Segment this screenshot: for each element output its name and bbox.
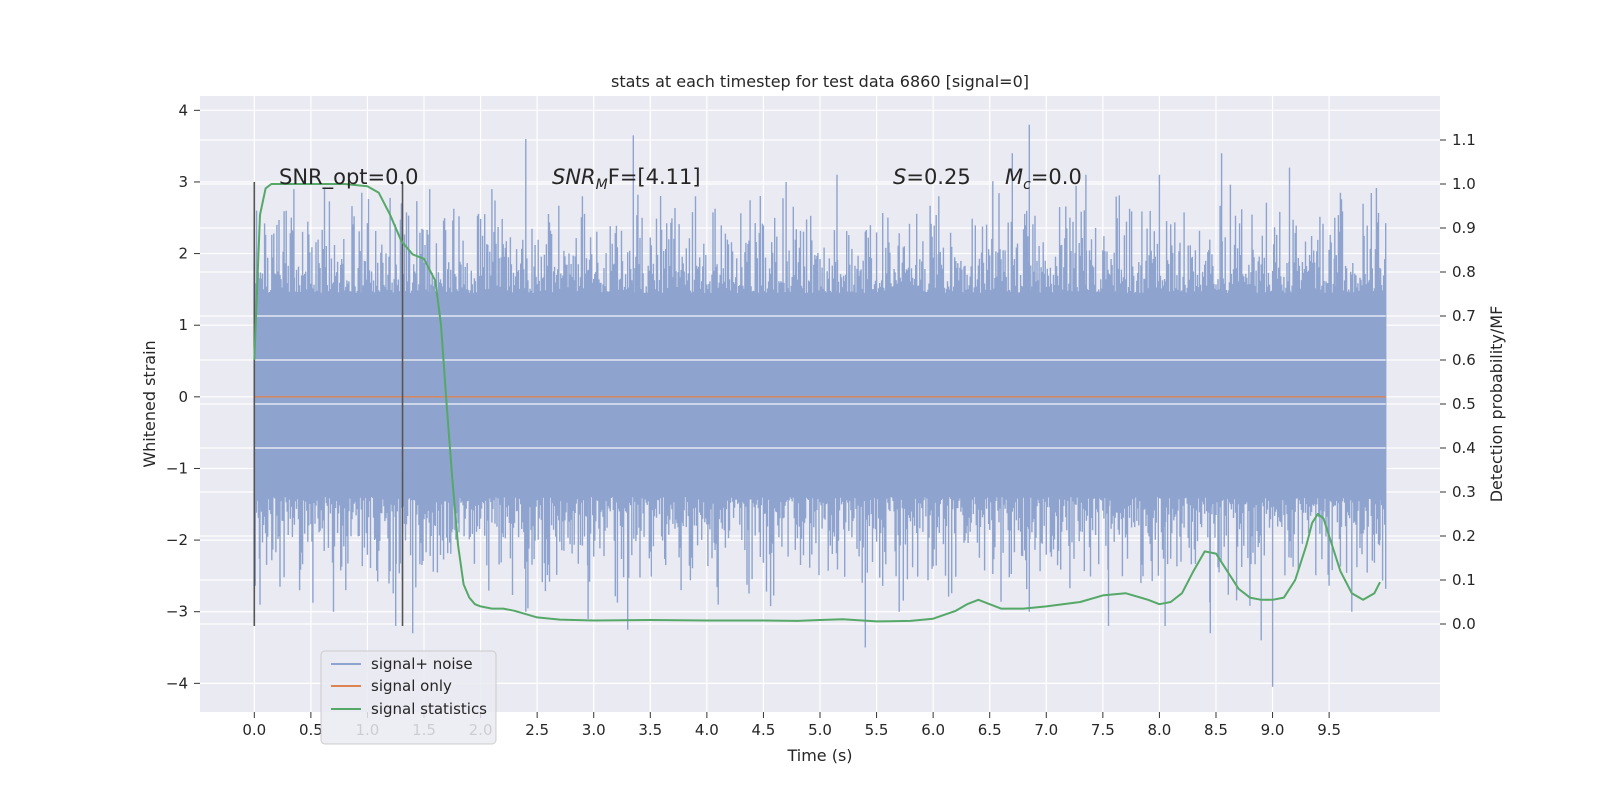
x-tick-label: 6.0 — [921, 721, 945, 739]
y2-tick-label: 0.4 — [1452, 439, 1476, 457]
annotation-snr-mf: SNRMF=[4.11] — [552, 165, 701, 193]
x-tick-label: 7.0 — [1034, 721, 1058, 739]
y2-tick-label: 0.6 — [1452, 351, 1476, 369]
annotation-snr-opt: SNR_opt=0.0 — [279, 165, 419, 190]
y2-tick-label: 1.1 — [1452, 131, 1476, 149]
x-tick-label: 8.0 — [1147, 721, 1171, 739]
annotation-snr-mf-suffix: F=[4.11] — [608, 165, 701, 189]
legend-label-signal-only: signal only — [371, 677, 452, 695]
signal-statistics-series — [253, 183, 1381, 623]
x-tick-label: 9.5 — [1317, 721, 1341, 739]
y-tick-label: −2 — [166, 531, 188, 549]
x-tick-label: 8.5 — [1204, 721, 1228, 739]
x-tick-label: 6.5 — [978, 721, 1002, 739]
x-tick-label: 4.0 — [695, 721, 719, 739]
x-tick-label: 5.0 — [808, 721, 832, 739]
x-tick-label: 3.5 — [638, 721, 662, 739]
x-tick-label: 0.0 — [242, 721, 266, 739]
y-tick-label: −1 — [166, 459, 188, 477]
x-axis-label: Time (s) — [786, 746, 852, 765]
x-tick-label: 5.5 — [865, 721, 889, 739]
y-tick-label: 0 — [178, 388, 188, 406]
x-tick-label: 4.5 — [752, 721, 776, 739]
y2-tick-label: 0.3 — [1452, 483, 1476, 501]
y-axis-label: Whitened strain — [140, 340, 159, 467]
y-tick-label: −4 — [166, 674, 188, 692]
y2-tick-label: 0.8 — [1452, 263, 1476, 281]
y2-tick-label: 0.0 — [1452, 615, 1476, 633]
x-tick-label: 7.5 — [1091, 721, 1115, 739]
annotation-mc-value: =0.0 — [1031, 165, 1082, 189]
y-axis-ticks: 4 3 2 1 0 −1 −2 −3 −4 — [166, 101, 200, 692]
annotation-s-symbol: S — [893, 165, 906, 189]
x-tick-label: 9.0 — [1261, 721, 1285, 739]
annotation-mc: Mc=0.0 — [1005, 165, 1082, 193]
annotation-mc-symbol: M — [1005, 165, 1023, 189]
signal-plus-noise-band — [254, 314, 1386, 476]
x-tick-label: 3.0 — [582, 721, 606, 739]
legend-label-statistics: signal statistics — [371, 700, 487, 718]
chart-title: stats at each timestep for test data 686… — [611, 72, 1029, 91]
legend: signal+ noise signal only signal statist… — [320, 650, 497, 745]
annotation-snr-mf-prefix: SNR — [552, 165, 596, 189]
y-tick-label: 3 — [178, 173, 188, 191]
y2-tick-label: 0.2 — [1452, 527, 1476, 545]
y2-tick-label: 0.5 — [1452, 395, 1476, 413]
window-markers — [253, 181, 404, 627]
annotation-mc-sub: c — [1023, 177, 1031, 193]
y2-axis-ticks: 1.1 1.0 0.9 0.8 0.7 0.6 0.5 0.4 0.3 0.2 0.1 0.0 — [1440, 131, 1476, 633]
annotation-s-value: =0.25 — [906, 165, 970, 189]
annotation-s: S=0.25 — [893, 165, 971, 189]
y-tick-label: −3 — [166, 603, 188, 621]
x-tick-label: 0.5 — [299, 721, 323, 739]
y2-tick-label: 0.1 — [1452, 571, 1476, 589]
annotation-snr-mf-sub: M — [596, 177, 608, 193]
legend-box — [320, 650, 497, 745]
signal-only-series — [254, 315, 1386, 449]
signal-statistics-line — [253, 183, 1381, 623]
y2-tick-label: 0.9 — [1452, 219, 1476, 237]
y2-axis-label: Detection probability/MF — [1487, 306, 1506, 503]
y-tick-label: 1 — [178, 316, 188, 334]
y-tick-label: 4 — [178, 101, 188, 119]
y2-tick-label: 1.0 — [1452, 175, 1476, 193]
legend-label-signal-noise: signal+ noise — [371, 655, 473, 673]
y-tick-label: 2 — [178, 245, 188, 263]
x-tick-label: 2.5 — [525, 721, 549, 739]
y2-tick-label: 0.7 — [1452, 307, 1476, 325]
